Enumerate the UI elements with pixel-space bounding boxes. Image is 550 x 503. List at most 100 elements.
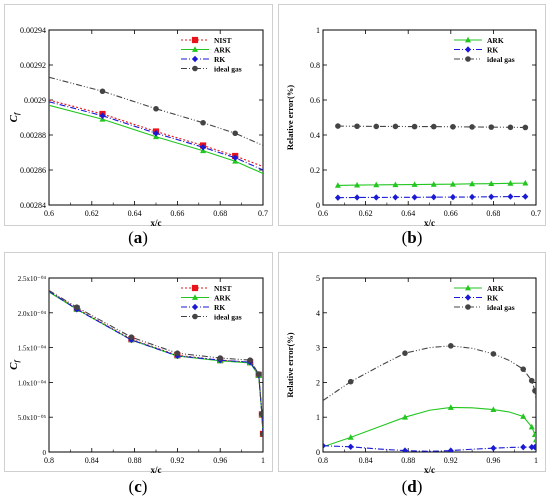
series-line-b-0 — [337, 182, 526, 186]
series-marker-d-0-3 — [490, 406, 497, 412]
x-tick-label-c-0: 0.8 — [44, 456, 54, 465]
chart-a: 0.6 0.62 0.64 0.66 0.68 0.7 0.00284 0.00286 0.00… — [8, 26, 268, 227]
legend-marker-c-1 — [192, 294, 198, 300]
series-line-b-1 — [337, 196, 526, 199]
legend-label-a-1: ARK — [214, 46, 231, 55]
series-marker-d-2-3 — [490, 351, 497, 357]
x-axis-label-b: x/c — [424, 218, 435, 227]
y-tick-label-b-5: 1 — [316, 26, 320, 35]
legend-label-a-2: RK — [214, 55, 225, 64]
series-marker-d-0-5 — [528, 423, 535, 430]
series-marker-d-0-4 — [520, 413, 527, 419]
series-marker-b-0-6 — [449, 180, 456, 187]
y-tick-label-c-4: 2.0x10⁻⁰⁴ — [18, 310, 47, 318]
chart-panel-b: 0.6 0.62 0.64 0.66 0.68 0.7 0 0.2 0.4 0.6 0.8 1 x/c R… — [278, 4, 546, 227]
y-tick-label-b-2: 0.4 — [310, 131, 320, 140]
series-marker-d-0-7 — [533, 436, 536, 443]
series-marker-c-3-7 — [260, 431, 263, 437]
series-marker-d-0-1 — [402, 414, 409, 420]
x-tick-label-d-5: 1 — [534, 456, 538, 465]
y-axis-label-sub-c: f — [13, 360, 21, 363]
series-line-c-0 — [49, 290, 263, 434]
series-marker-c-3-4 — [247, 357, 253, 363]
legend-label-b-2: ideal gas — [487, 55, 515, 64]
y-tick-label-a-1: 0.00286 — [20, 166, 46, 175]
y-tick-label-a-0: 0.00284 — [20, 201, 46, 210]
series-marker-b-1-2 — [373, 194, 380, 201]
legend-marker-a-2 — [192, 55, 198, 63]
series-marker-b-1-0 — [334, 194, 341, 201]
y-tick-label-a-3: 0.0029 — [24, 96, 46, 105]
series-c-ideal-gas — [49, 290, 263, 437]
caption-a-close: ) — [142, 228, 148, 247]
caption-b-open: ( — [401, 228, 408, 247]
y-tick-label-d-1: 1 — [316, 413, 320, 422]
series-marker-d-1-1 — [347, 443, 354, 450]
legend-marker-b-1 — [465, 46, 471, 53]
chart-c: 0.8 0.84 0.88 0.92 0.96 1 0 5.0x10⁻⁰⁵ 1.0x10⁻⁰⁴ 1… — [8, 275, 265, 473]
series-marker-b-2-1 — [354, 123, 360, 130]
x-tick-label-d-4: 0.96 — [486, 456, 500, 465]
x-tick-label-b-0: 0.6 — [318, 209, 328, 218]
y-tick-label-b-1: 0.2 — [310, 166, 320, 175]
series-marker-d-2-1 — [402, 350, 408, 356]
series-marker-d-1-3 — [447, 447, 454, 452]
series-marker-c-3-3 — [217, 355, 223, 361]
series-marker-d-0-6 — [531, 431, 536, 437]
series-marker-d-2-5 — [528, 377, 535, 384]
series-d-ark — [323, 404, 536, 448]
series-marker-a-2-3 — [232, 154, 239, 161]
legend-label-a-0: NIST — [214, 36, 232, 45]
series-marker-b-0-1 — [354, 181, 361, 188]
caption-d-letter: d — [407, 477, 417, 496]
series-marker-d-2-0 — [347, 378, 354, 385]
series-a-ideal-gas — [49, 76, 263, 147]
legend-label-c-3: ideal gas — [214, 313, 242, 322]
x-tick-label-a-5: 0.7 — [258, 209, 268, 218]
series-marker-b-2-7 — [469, 124, 475, 130]
legend-label-d-2: ideal gas — [487, 303, 515, 312]
legend-label-c-1: ARK — [214, 294, 231, 303]
caption-b-close: ) — [416, 228, 423, 247]
y-tick-label-a-2: 0.00288 — [20, 131, 46, 140]
series-a-ark — [49, 104, 263, 175]
y-tick-label-d-0: 0 — [316, 448, 320, 457]
y-axis-label-sub-a: f — [13, 112, 21, 115]
x-tick-label-b-5: 0.7 — [531, 209, 541, 218]
y-axis-label-b: Relative error(%) — [285, 85, 295, 150]
series-marker-d-0-0 — [347, 434, 354, 440]
series-marker-a-2-0 — [99, 112, 106, 119]
y-tick-label-c-3: 1.5x10⁻⁰⁴ — [18, 345, 47, 353]
y-tick-label-b-3: 0.6 — [310, 96, 320, 105]
caption-a: (a) — [108, 228, 168, 248]
series-marker-b-0-4 — [411, 181, 418, 187]
series-marker-b-0-7 — [469, 180, 476, 187]
series-marker-a-3-0 — [99, 88, 106, 95]
series-marker-d-2-2 — [448, 343, 454, 349]
y-axis-label-main-c: C — [8, 362, 20, 370]
series-line-a-1 — [49, 104, 263, 175]
series-marker-b-2-5 — [430, 123, 437, 130]
legend-label-a-3: ideal gas — [214, 65, 242, 74]
legend-marker-c-0 — [191, 284, 199, 292]
legend-marker-d-0 — [465, 284, 471, 291]
legend-marker-c-2 — [192, 303, 198, 311]
series-marker-d-2-4 — [520, 366, 527, 372]
series-line-d-2 — [323, 345, 536, 402]
y-tick-label-b-0: 0 — [316, 201, 320, 210]
legend-label-c-2: RK — [214, 303, 225, 312]
x-tick-label-d-0: 0.8 — [318, 456, 328, 465]
series-marker-d-2-6 — [532, 387, 536, 394]
series-marker-a-2-2 — [200, 144, 207, 151]
legend-marker-a-0 — [191, 36, 199, 44]
series-marker-c-3-1 — [128, 334, 135, 340]
series-marker-c-3-6 — [259, 410, 263, 417]
y-tick-label-d-3: 3 — [316, 344, 320, 353]
series-marker-a-3-2 — [200, 119, 206, 126]
chart-panel-a: 0.6 0.62 0.64 0.66 0.68 0.7 0.00284 0.00286 0.00… — [4, 4, 273, 227]
series-marker-b-2-8 — [488, 124, 495, 130]
caption-d-close: ) — [416, 477, 423, 496]
